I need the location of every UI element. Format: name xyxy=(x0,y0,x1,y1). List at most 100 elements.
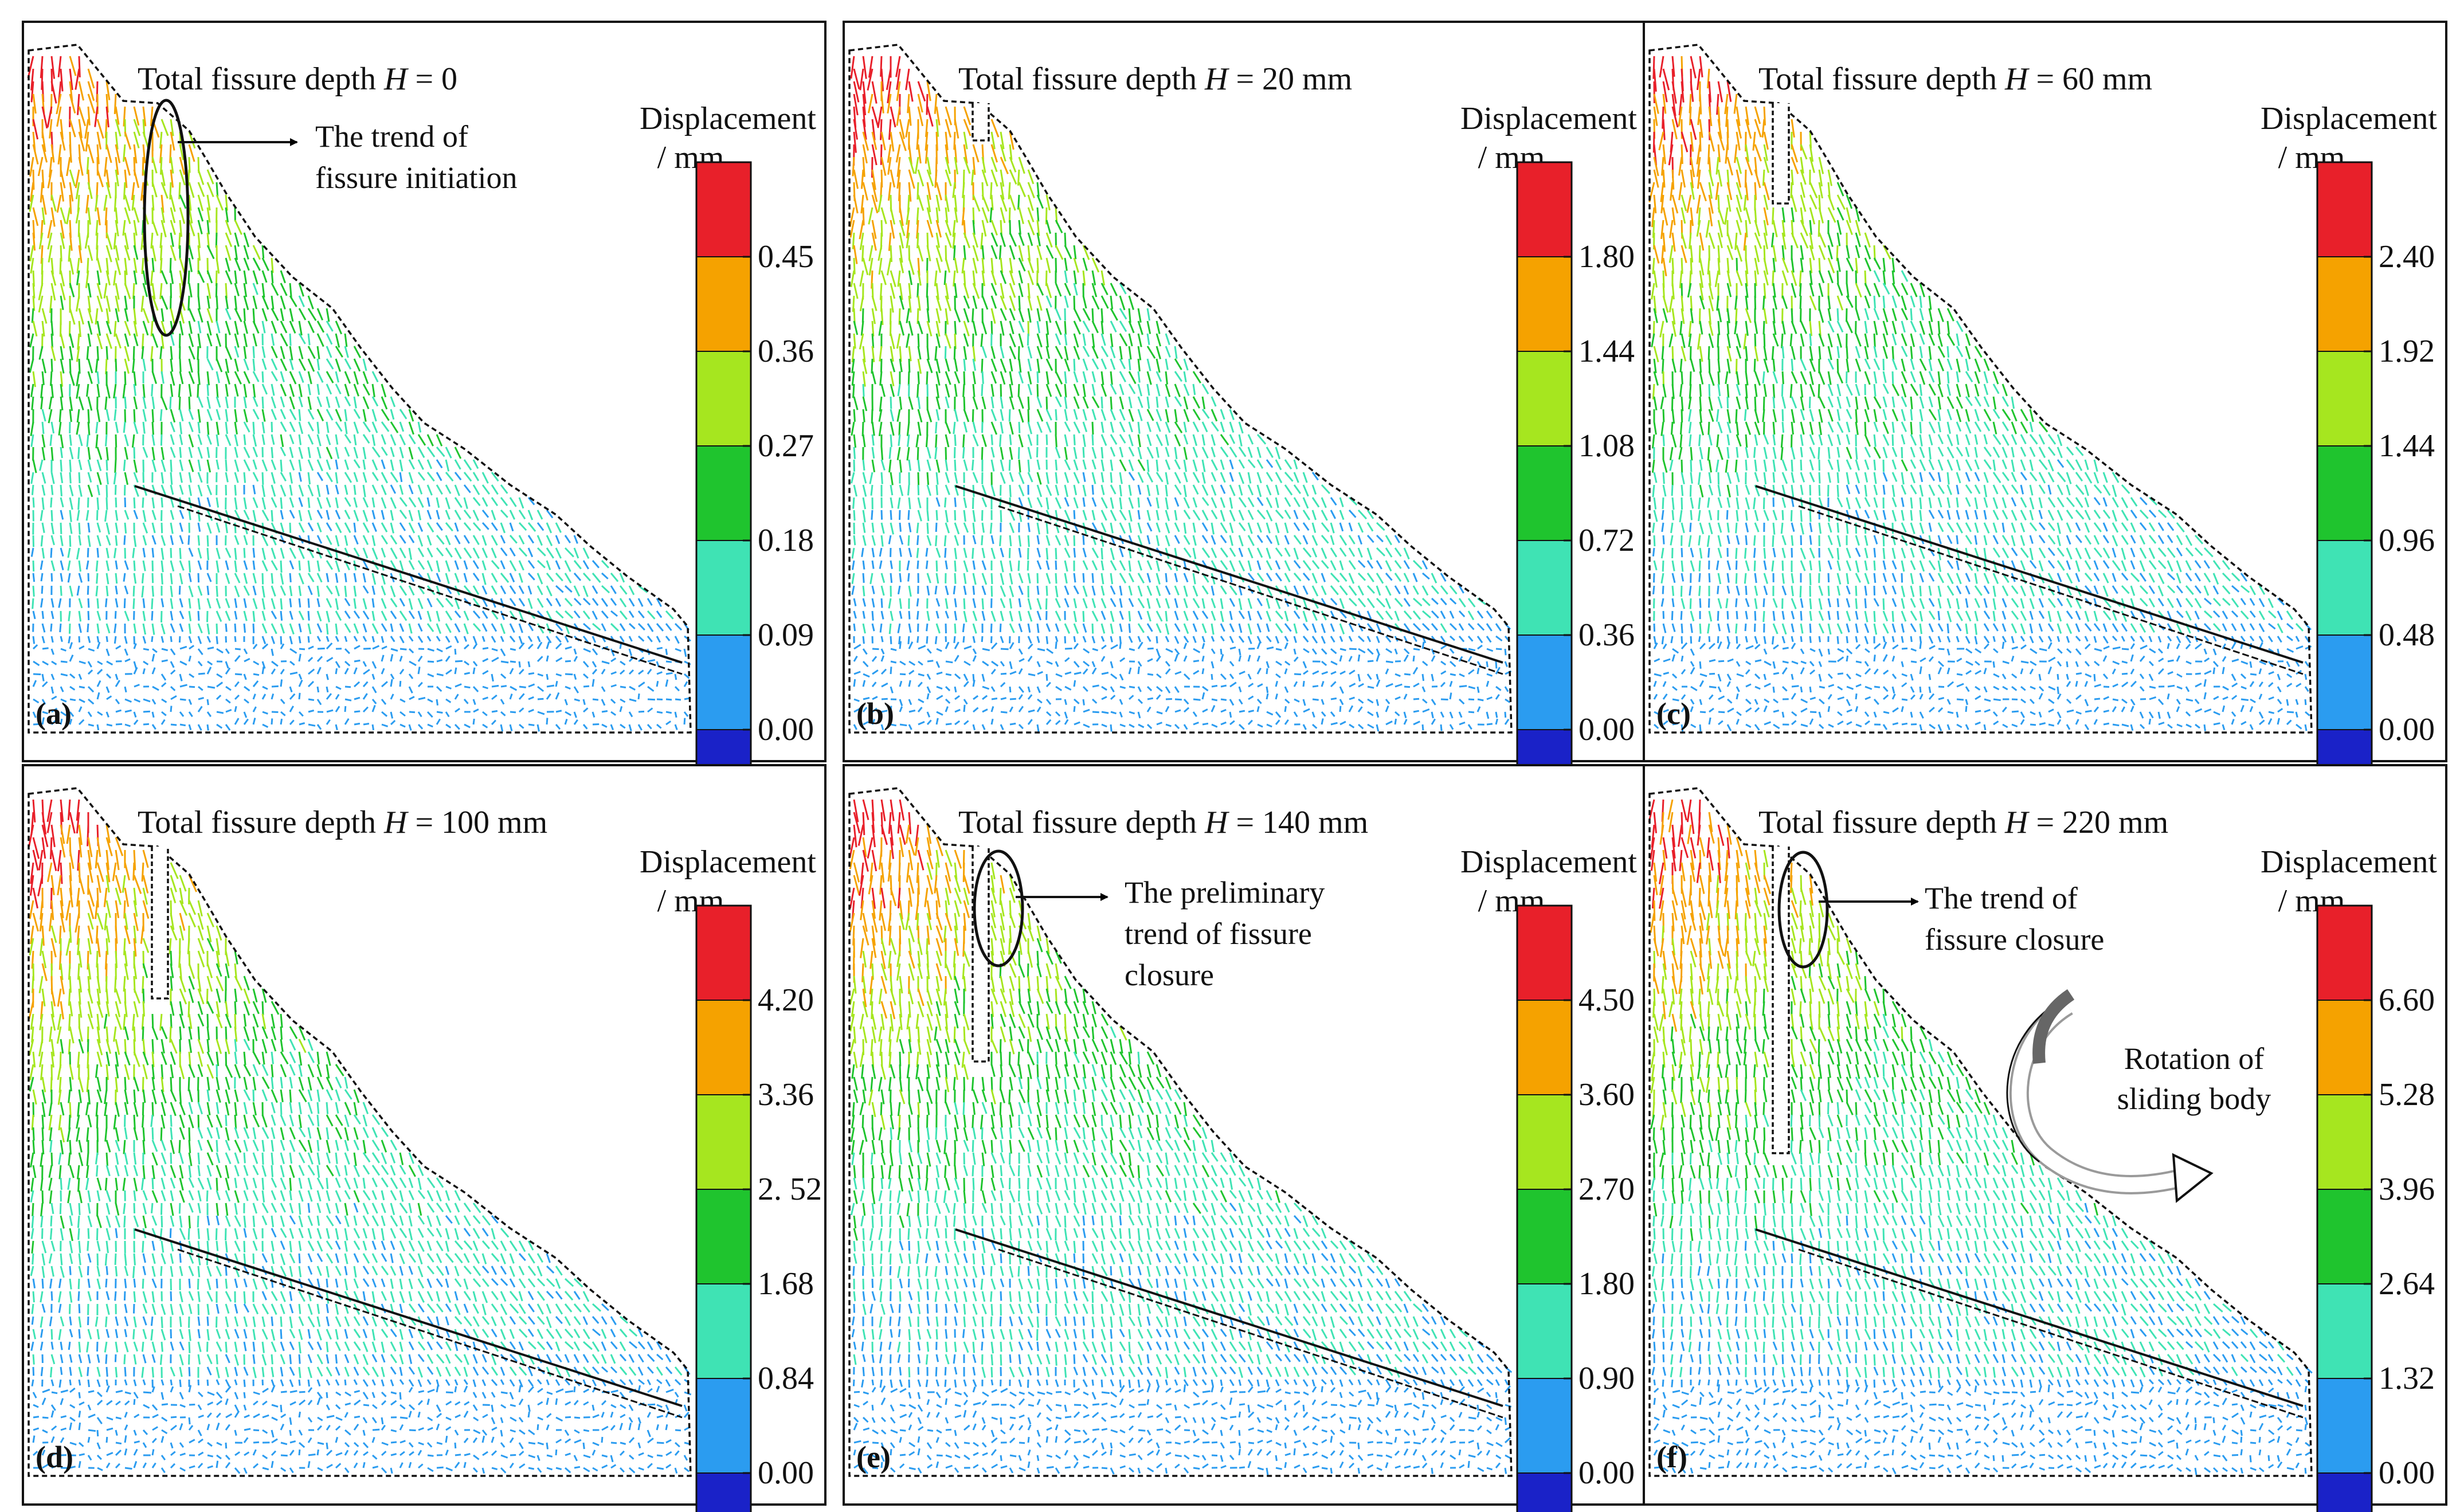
displacement-vector xyxy=(381,383,387,398)
displacement-vector xyxy=(96,371,100,384)
displacement-vector xyxy=(170,472,173,485)
displacement-vector xyxy=(252,610,256,622)
colorbar-segment xyxy=(1517,351,1572,446)
displacement-vector xyxy=(105,144,112,163)
displacement-vector xyxy=(179,220,182,237)
displacement-vector xyxy=(307,497,311,508)
displacement-vector xyxy=(197,308,203,323)
displacement-vector xyxy=(29,182,34,202)
displacement-vector xyxy=(124,497,127,507)
displacement-vector xyxy=(206,232,210,248)
displacement-vector xyxy=(472,472,480,481)
displacement-vector xyxy=(69,484,74,496)
displacement-vector xyxy=(436,711,443,714)
displacement-vector xyxy=(197,270,205,283)
displacement-vector xyxy=(344,484,348,495)
displacement-vector xyxy=(307,484,314,497)
displacement-vector xyxy=(482,647,489,650)
displacement-vector xyxy=(160,434,163,446)
displacement-vector xyxy=(852,156,855,177)
displacement-vector xyxy=(252,257,261,271)
displacement-vector xyxy=(30,81,34,103)
displacement-vector xyxy=(381,396,388,410)
displacement-vector xyxy=(1036,383,1039,397)
displacement-vector xyxy=(963,358,966,371)
displacement-vector xyxy=(234,636,237,643)
displacement-vector xyxy=(252,497,258,508)
displacement-vector xyxy=(316,686,320,693)
displacement-vector xyxy=(50,194,57,212)
title-value: = 0 xyxy=(407,61,457,97)
displacement-vector xyxy=(160,245,163,261)
displacement-vector xyxy=(307,522,314,532)
displacement-vector xyxy=(944,547,947,558)
displacement-vector xyxy=(124,434,129,446)
displacement-vector xyxy=(69,308,76,325)
displacement-vector xyxy=(225,232,233,248)
displacement-vector xyxy=(491,510,496,520)
displacement-vector xyxy=(105,585,109,597)
displacement-vector xyxy=(638,710,645,713)
displacement-vector xyxy=(234,446,238,458)
displacement-vector xyxy=(225,194,228,211)
displacement-vector xyxy=(426,446,436,457)
displacement-vector xyxy=(536,547,546,557)
displacement-vector xyxy=(280,320,288,334)
displacement-vector xyxy=(472,522,481,531)
displacement-vector xyxy=(972,522,976,535)
displacement-vector xyxy=(335,472,339,484)
displacement-vector xyxy=(40,383,44,398)
displacement-vector xyxy=(143,710,151,713)
displacement-vector xyxy=(38,346,44,360)
displacement-vector xyxy=(105,308,110,324)
displacement-vector xyxy=(1064,636,1067,644)
displacement-vector xyxy=(371,547,378,560)
displacement-vector xyxy=(362,535,369,545)
displacement-vector xyxy=(50,484,54,495)
displacement-vector xyxy=(1110,396,1113,410)
displacement-vector xyxy=(142,106,147,127)
displacement-vector xyxy=(417,510,422,520)
displacement-vector xyxy=(500,660,509,664)
displacement-vector xyxy=(225,346,233,360)
displacement-vector xyxy=(289,409,297,421)
displacement-vector xyxy=(1091,421,1094,435)
displacement-vector xyxy=(197,245,201,261)
title-prefix: Total fissure depth xyxy=(958,61,1205,97)
displacement-vector xyxy=(234,358,239,372)
displacement-vector xyxy=(880,446,884,460)
displacement-vector xyxy=(1018,295,1021,310)
displacement-vector xyxy=(1459,685,1467,688)
displacement-vector xyxy=(234,484,237,496)
displacement-vector xyxy=(96,119,104,139)
displacement-vector xyxy=(150,270,154,286)
displacement-vector xyxy=(271,459,277,471)
displacement-vector xyxy=(307,610,310,621)
displacement-vector xyxy=(197,547,202,559)
displacement-vector xyxy=(197,522,201,532)
displacement-vector xyxy=(326,434,331,445)
displacement-vector xyxy=(1193,698,1201,701)
displacement-vector xyxy=(133,169,140,189)
displacement-vector xyxy=(1073,434,1076,445)
displacement-vector xyxy=(1468,698,1475,701)
displacement-vector xyxy=(60,535,64,546)
displacement-vector xyxy=(46,106,53,128)
displacement-vector xyxy=(179,156,186,175)
displacement-vector xyxy=(243,371,250,384)
displacement-vector xyxy=(206,245,215,260)
displacement-vector xyxy=(381,409,390,421)
displacement-vector xyxy=(353,472,358,483)
displacement-vector xyxy=(280,371,285,383)
displacement-vector xyxy=(40,182,44,203)
displacement-vector xyxy=(316,333,324,347)
displacement-vector xyxy=(132,547,135,558)
displacement-vector xyxy=(280,421,287,432)
displacement-vector xyxy=(528,672,535,675)
displacement-vector xyxy=(104,510,108,522)
displacement-vector xyxy=(326,510,330,520)
displacement-vector xyxy=(29,194,34,212)
displacement-vector xyxy=(197,472,203,483)
colorbar-segment xyxy=(1517,256,1572,352)
displacement-vector xyxy=(1413,710,1420,713)
